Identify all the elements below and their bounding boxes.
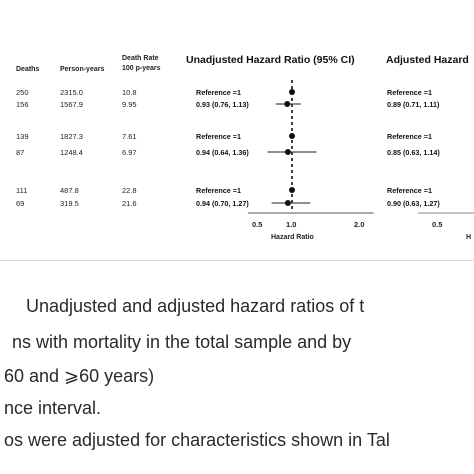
cell-adjusted-hr: Reference =1: [387, 186, 432, 195]
x-axis-label: Hazard Ratio: [271, 234, 314, 241]
x-tick-label: 0.5: [252, 220, 263, 229]
hazard-ratio-point: [289, 133, 295, 139]
x-tick-label: 1.0: [286, 220, 297, 229]
cell-deaths: 111: [16, 186, 28, 195]
cell-death-rate: 22.8: [122, 186, 137, 195]
cell-death-rate: 6.97: [122, 148, 137, 157]
forest-plot-svg: [247, 80, 474, 214]
caption-line-3: 60 and ⩾60 years): [4, 366, 155, 386]
header-adjusted-hr: Adjusted Hazard: [386, 54, 469, 66]
header-deaths: Deaths: [16, 66, 40, 73]
cell-deaths: 87: [16, 148, 25, 157]
cell-deaths: 69: [16, 199, 25, 208]
cell-person-years: 1567.9: [60, 100, 83, 109]
caption-line-1: Unadjusted and adjusted hazard ratios of…: [26, 296, 365, 316]
header-unadjusted-hr: Unadjusted Hazard Ratio (95% CI): [186, 54, 355, 66]
cell-adjusted-hr: 0.85 (0.63, 1.14): [387, 148, 440, 157]
cell-adjusted-hr: 0.90 (0.63, 1.27): [387, 199, 440, 208]
cell-person-years: 2315.0: [60, 88, 83, 97]
header-death-rate-line1: Death Rate: [122, 55, 159, 62]
hazard-ratio-point: [284, 200, 291, 206]
cell-unadjusted-hr: Reference =1: [196, 186, 241, 195]
cell-adjusted-hr: Reference =1: [387, 88, 432, 97]
adjusted-axis-label-fragment: H: [466, 234, 472, 241]
cell-deaths: 139: [16, 132, 29, 141]
header-person-years: Person-years: [60, 66, 105, 73]
adjusted-tick-label: 0.5: [432, 220, 443, 229]
hazard-ratio-point: [289, 187, 295, 193]
figure-divider: [0, 260, 474, 261]
cell-death-rate: 7.61: [122, 132, 137, 141]
hazard-ratio-point: [284, 101, 291, 107]
hazard-ratio-point: [289, 89, 295, 95]
cell-deaths: 250: [16, 88, 29, 97]
cell-unadjusted-hr: Reference =1: [196, 88, 241, 97]
cell-death-rate: 21.6: [122, 199, 137, 208]
header-death-rate-line2: 100 p-years: [122, 65, 161, 72]
cell-person-years: 1248.4: [60, 148, 83, 157]
caption-line-5: os were adjusted for characteristics sho…: [4, 430, 390, 450]
cell-unadjusted-hr: 0.94 (0.64, 1.36): [196, 148, 249, 157]
cell-person-years: 1827.3: [60, 132, 83, 141]
cell-deaths: 156: [16, 100, 29, 109]
cell-person-years: 319.5: [60, 199, 79, 208]
cell-person-years: 487.8: [60, 186, 79, 195]
caption-line-2: ns with mortality in the total sample an…: [12, 332, 352, 352]
cell-unadjusted-hr: 0.94 (0.70, 1.27): [196, 199, 249, 208]
cell-death-rate: 10.8: [122, 88, 137, 97]
forest-plot-figure: Deaths Person-years Death Rate 100 p-yea…: [16, 54, 474, 241]
hazard-ratio-point: [284, 149, 291, 155]
cell-unadjusted-hr: 0.93 (0.76, 1.13): [196, 100, 249, 109]
cell-adjusted-hr: 0.89 (0.71, 1.11): [387, 100, 440, 109]
x-tick-label: 2.0: [354, 220, 365, 229]
cell-adjusted-hr: Reference =1: [387, 132, 432, 141]
cell-death-rate: 9.95: [122, 100, 137, 109]
cell-unadjusted-hr: Reference =1: [196, 132, 241, 141]
caption-line-4: nce interval.: [4, 398, 102, 418]
